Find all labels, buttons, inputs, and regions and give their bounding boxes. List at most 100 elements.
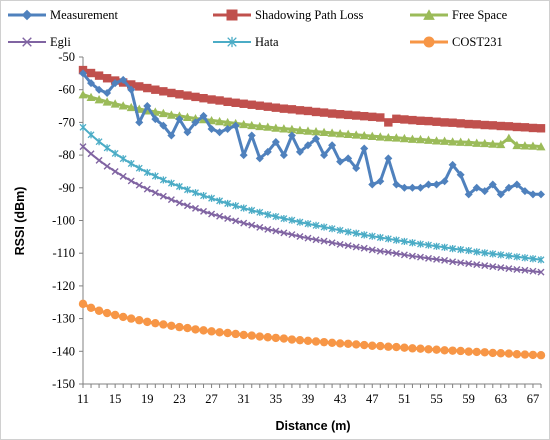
data-point-shadowing-path-loss	[223, 97, 232, 106]
data-point-hata	[384, 235, 392, 243]
data-point-cost231	[448, 346, 457, 355]
data-point-hata	[288, 216, 296, 224]
data-point-measurement	[424, 180, 433, 189]
data-point-cost231	[86, 303, 96, 313]
data-point-free-space	[295, 125, 305, 135]
data-point-free-space	[287, 124, 297, 134]
data-point-shadowing-path-loss	[416, 116, 425, 125]
data-point-cost231	[223, 328, 232, 338]
data-point-egli	[352, 243, 360, 251]
data-point-measurement	[336, 157, 345, 166]
x-tick-label: 31	[237, 392, 250, 406]
data-point-egli	[344, 242, 352, 250]
y-tick-label: -140	[52, 344, 75, 358]
data-point-egli	[312, 236, 320, 244]
legend-item-free-space: Free Space	[410, 8, 508, 22]
data-point-hata	[87, 131, 95, 139]
data-point-measurement	[456, 170, 465, 179]
data-point-egli	[111, 167, 119, 175]
x-tick-label: 39	[302, 392, 315, 406]
data-point-shadowing-path-loss	[311, 107, 321, 117]
data-point-hata	[376, 233, 384, 242]
data-point-cost231	[408, 344, 417, 353]
data-point-free-space	[303, 126, 313, 135]
data-point-measurement	[215, 128, 224, 137]
data-point-measurement	[320, 151, 329, 160]
data-point-measurement	[408, 183, 417, 192]
data-point-cost231	[143, 317, 152, 327]
data-point-cost231	[207, 327, 216, 336]
data-point-shadowing-path-loss	[408, 115, 417, 125]
data-point-cost231	[263, 333, 273, 342]
data-point-free-space	[375, 132, 385, 141]
data-point-measurement	[344, 154, 353, 163]
data-point-hata	[143, 168, 151, 177]
data-point-egli	[264, 225, 272, 233]
data-point-hata	[151, 172, 159, 180]
data-point-free-space	[239, 119, 249, 129]
data-point-egli	[416, 253, 424, 261]
data-point-cost231	[512, 350, 522, 359]
data-point-measurement	[79, 69, 87, 78]
data-point-egli	[513, 266, 521, 274]
data-point-hata	[167, 179, 175, 187]
data-point-cost231	[480, 348, 489, 357]
data-point-free-space	[359, 130, 369, 140]
data-point-measurement	[175, 115, 184, 124]
data-point-egli	[208, 210, 216, 218]
data-point-cost231	[384, 342, 393, 351]
data-point-free-space	[407, 134, 417, 143]
data-point-free-space	[415, 134, 425, 144]
data-point-measurement	[520, 187, 529, 196]
data-point-measurement	[287, 131, 296, 140]
data-point-hata	[425, 241, 432, 249]
data-point-shadowing-path-loss	[400, 115, 409, 124]
data-point-shadowing-path-loss	[159, 87, 168, 96]
y-tick-label: -100	[52, 214, 75, 228]
data-point-measurement	[255, 154, 264, 163]
data-point-cost231	[159, 320, 168, 329]
y-tick-label: -110	[53, 246, 75, 260]
data-point-hata	[513, 253, 521, 261]
data-point-hata	[497, 251, 505, 259]
data-point-egli	[232, 217, 240, 225]
data-point-shadowing-path-loss	[440, 118, 449, 127]
data-point-egli	[336, 240, 344, 248]
series-layer	[78, 65, 546, 360]
data-point-free-space	[223, 117, 233, 127]
data-point-shadowing-path-loss	[384, 118, 393, 127]
data-point-measurement	[199, 111, 208, 120]
y-tick-label: -60	[58, 83, 75, 97]
data-point-free-space	[512, 140, 522, 150]
data-point-shadowing-path-loss	[335, 110, 345, 119]
data-point-free-space	[166, 110, 176, 119]
data-point-shadowing-path-loss	[528, 123, 538, 133]
data-point-shadowing-path-loss	[424, 116, 433, 126]
y-tick-label: -150	[52, 377, 75, 391]
data-point-shadowing-path-loss	[351, 111, 361, 120]
data-point-shadowing-path-loss	[464, 119, 473, 129]
data-point-measurement	[279, 151, 288, 160]
data-point-cost231	[488, 348, 497, 358]
data-point-cost231	[520, 350, 530, 359]
data-point-measurement	[87, 79, 96, 88]
data-point-hata	[537, 256, 545, 264]
data-point-shadowing-path-loss	[480, 120, 489, 130]
data-point-hata	[208, 194, 216, 202]
series-line-hata	[82, 126, 542, 261]
data-point-shadowing-path-loss	[496, 121, 506, 131]
data-point-egli	[360, 244, 368, 252]
data-point-free-space	[496, 139, 506, 149]
data-point-free-space	[94, 95, 104, 104]
data-point-measurement	[239, 151, 248, 160]
data-point-shadowing-path-loss	[127, 80, 136, 89]
data-point-measurement	[143, 102, 152, 111]
y-axis-title: RSSI (dBm)	[13, 187, 27, 256]
legend-item-egli: Egli	[8, 35, 71, 49]
data-point-measurement	[183, 128, 192, 137]
data-point-hata	[296, 218, 304, 226]
data-point-hata	[248, 206, 256, 214]
data-point-hata	[481, 249, 489, 257]
data-point-egli	[481, 262, 489, 270]
x-tick-label: 67	[527, 392, 540, 406]
